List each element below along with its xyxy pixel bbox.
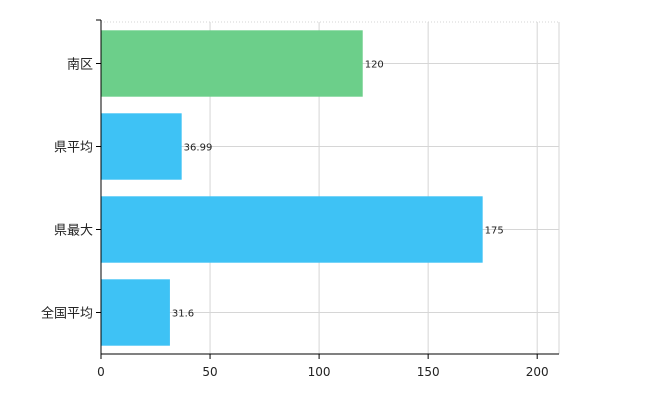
category-label-1: 県平均 (54, 141, 93, 156)
category-label-0: 南区 (67, 57, 93, 73)
bar-1 (101, 113, 182, 180)
x-tick-label-1: 50 (202, 365, 217, 379)
category-label-2: 県最大 (54, 224, 93, 239)
bar-2 (101, 196, 483, 263)
data-label-3: 31.6 (172, 309, 194, 320)
category-label-3: 全国平均 (41, 306, 93, 322)
x-tick-label-0: 0 (97, 365, 105, 379)
x-tick-label-2: 100 (308, 365, 331, 379)
data-label-2: 175 (485, 226, 504, 237)
bar-3 (101, 279, 170, 346)
bar-0 (101, 30, 363, 97)
axis-layer (96, 19, 559, 359)
data-label-0: 120 (365, 60, 384, 71)
data-label-1: 36.99 (184, 143, 213, 154)
x-tick-label-3: 150 (417, 365, 440, 379)
x-tick-label-4: 200 (526, 365, 549, 379)
bar-layer (101, 30, 483, 346)
